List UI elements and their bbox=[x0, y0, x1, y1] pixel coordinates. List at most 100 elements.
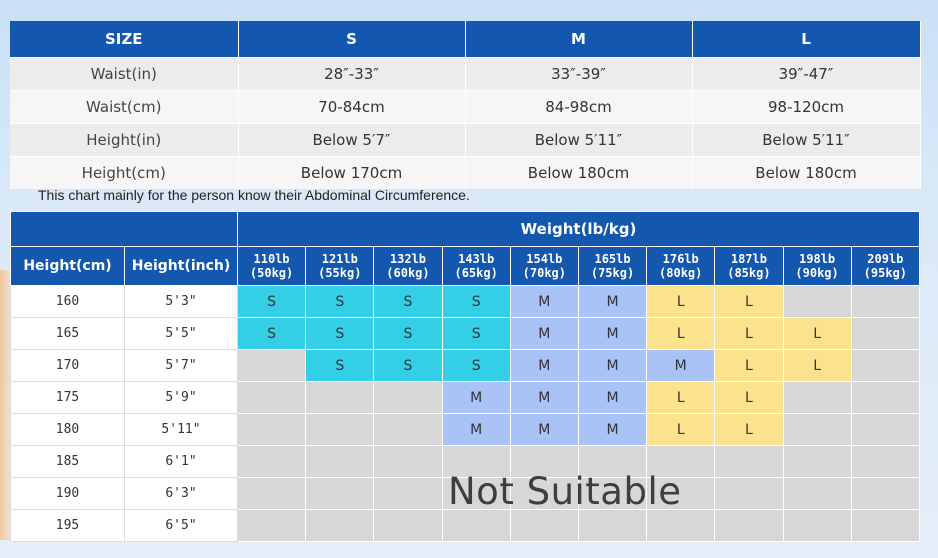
height-cm-cell: 190 bbox=[10, 477, 125, 510]
not-suitable-cell bbox=[509, 477, 579, 510]
size-cell-m: M bbox=[509, 285, 579, 318]
weight-header-cell: 132lb (60kg) bbox=[373, 246, 443, 286]
size-row-label: Height(cm) bbox=[10, 156, 239, 189]
height-row: 185 6'1" bbox=[10, 445, 921, 478]
size-cell-m: M bbox=[509, 413, 579, 446]
size-cell-l: L bbox=[714, 285, 784, 318]
height-inch-cell: 5'5" bbox=[124, 317, 238, 350]
not-suitable-cell bbox=[850, 349, 921, 382]
weight-size-table: Weight(lb/kg) Height(cm) Height(inch) 11… bbox=[10, 211, 921, 542]
not-suitable-cell bbox=[782, 285, 852, 318]
size-value-cell: Below 5′11″ bbox=[692, 123, 921, 157]
height-cm-cell: 195 bbox=[10, 509, 125, 542]
height-inch-cell: 6'5" bbox=[124, 509, 238, 542]
size-cell-m: M bbox=[577, 381, 648, 414]
not-suitable-cell bbox=[714, 445, 784, 478]
size-cell-m: M bbox=[509, 317, 579, 350]
height-row: 195 6'5" bbox=[10, 509, 921, 542]
not-suitable-cell bbox=[373, 477, 443, 510]
weight-header-cell: 165lb (75kg) bbox=[577, 246, 648, 286]
size-cell-l: L bbox=[646, 317, 716, 350]
height-inch-cell: 5'9" bbox=[124, 381, 238, 414]
size-row: Height(in) Below 5′7″ Below 5′11″ Below 5′1… bbox=[10, 123, 921, 157]
size-value-cell: 70-84cm bbox=[238, 90, 466, 124]
weight-header-row: Height(cm) Height(inch) 110lb (50kg) 121lb… bbox=[10, 246, 921, 286]
not-suitable-label: Not Suitable bbox=[448, 470, 682, 513]
weight-lb: 176lb bbox=[662, 252, 699, 266]
size-header-l: L bbox=[692, 21, 921, 58]
weight-lb: 198lb bbox=[799, 252, 836, 266]
weight-lb: 154lb bbox=[526, 252, 563, 266]
size-cell-m: M bbox=[509, 349, 579, 382]
not-suitable-cell bbox=[850, 285, 921, 318]
weight-lb: 132lb bbox=[389, 252, 427, 266]
not-suitable-cell bbox=[236, 509, 307, 542]
not-suitable-cell bbox=[236, 413, 307, 446]
not-suitable-cell bbox=[373, 445, 443, 478]
not-suitable-cell bbox=[441, 509, 511, 542]
weight-lb: 187lb bbox=[730, 252, 767, 266]
weight-title: Weight(lb/kg) bbox=[236, 211, 921, 247]
weight-header-cell: 209lb (95kg) bbox=[850, 246, 921, 286]
size-cell-l: L bbox=[714, 317, 784, 350]
size-value-cell: Below 5′11″ bbox=[465, 123, 693, 157]
size-row: Waist(cm) 70-84cm 84-98cm 98-120cm bbox=[10, 90, 921, 124]
size-value-cell: Below 180cm bbox=[465, 156, 693, 189]
size-header-row: SIZE S M L bbox=[10, 21, 921, 58]
size-value-cell: 98-120cm bbox=[692, 90, 921, 124]
weight-kg: (60kg) bbox=[386, 266, 430, 280]
size-cell-m: M bbox=[577, 317, 648, 350]
height-row: 160 5'3" S S S S M M L L bbox=[10, 285, 921, 318]
weight-kg: (50kg) bbox=[249, 266, 294, 280]
not-suitable-cell bbox=[236, 445, 307, 478]
size-cell-m: M bbox=[577, 285, 648, 318]
weight-header-cell: 110lb (50kg) bbox=[236, 246, 307, 286]
weight-lb: 143lb bbox=[458, 252, 495, 266]
not-suitable-cell bbox=[373, 413, 443, 446]
size-cell-s: S bbox=[441, 285, 511, 318]
size-cell-s: S bbox=[373, 349, 443, 382]
size-cell-l: L bbox=[782, 349, 852, 382]
weight-kg: (95kg) bbox=[863, 266, 908, 280]
size-cell-m: M bbox=[577, 413, 648, 446]
not-suitable-cell bbox=[850, 445, 921, 478]
size-cell-l: L bbox=[782, 317, 852, 350]
height-cm-header: Height(cm) bbox=[10, 246, 125, 286]
size-header-s: S bbox=[238, 21, 466, 58]
not-suitable-cell bbox=[305, 477, 375, 510]
not-suitable-cell bbox=[782, 509, 852, 542]
height-cm-cell: 160 bbox=[10, 285, 125, 318]
not-suitable-cell bbox=[509, 509, 579, 542]
size-value-cell: Below 5′7″ bbox=[238, 123, 466, 157]
weight-table-body: 160 5'3" S S S S M M L L 165 5'5" S S S S M M L L L 170 5'7" S S… bbox=[10, 285, 921, 542]
weight-lb: 121lb bbox=[321, 252, 358, 266]
weight-kg: (65kg) bbox=[454, 266, 498, 280]
not-suitable-cell bbox=[850, 477, 921, 510]
size-cell-s: S bbox=[373, 317, 443, 350]
height-row: 190 6'3" bbox=[10, 477, 921, 510]
not-suitable-cell bbox=[236, 477, 307, 510]
weight-lb: 165lb bbox=[594, 252, 631, 266]
size-table-body: Waist(in) 28″-33″ 33″-39″ 39″-47″ Waist(cm) 7… bbox=[10, 57, 921, 189]
size-cell-s: S bbox=[441, 349, 511, 382]
not-suitable-cell bbox=[646, 445, 716, 478]
weight-kg: (80kg) bbox=[659, 266, 703, 280]
size-cell-s: S bbox=[305, 285, 375, 318]
not-suitable-cell bbox=[373, 509, 443, 542]
size-cell-s: S bbox=[441, 317, 511, 350]
not-suitable-cell bbox=[850, 509, 921, 542]
not-suitable-cell bbox=[441, 477, 511, 510]
not-suitable-cell bbox=[850, 413, 921, 446]
height-cm-cell: 175 bbox=[10, 381, 125, 414]
not-suitable-cell bbox=[577, 445, 648, 478]
size-table: SIZE S M L Waist(in) 28″-33″ 33″-39″ 39″-47… bbox=[10, 21, 921, 189]
corner-cell bbox=[10, 211, 238, 247]
size-cell-s: S bbox=[373, 285, 443, 318]
size-cell-s: S bbox=[305, 349, 375, 382]
not-suitable-cell bbox=[782, 381, 852, 414]
size-row-label: Height(in) bbox=[10, 123, 239, 157]
size-cell-l: L bbox=[714, 413, 784, 446]
size-row-label: Waist(in) bbox=[10, 57, 239, 91]
not-suitable-cell bbox=[305, 381, 375, 414]
weight-header-cell: 198lb (90kg) bbox=[782, 246, 852, 286]
